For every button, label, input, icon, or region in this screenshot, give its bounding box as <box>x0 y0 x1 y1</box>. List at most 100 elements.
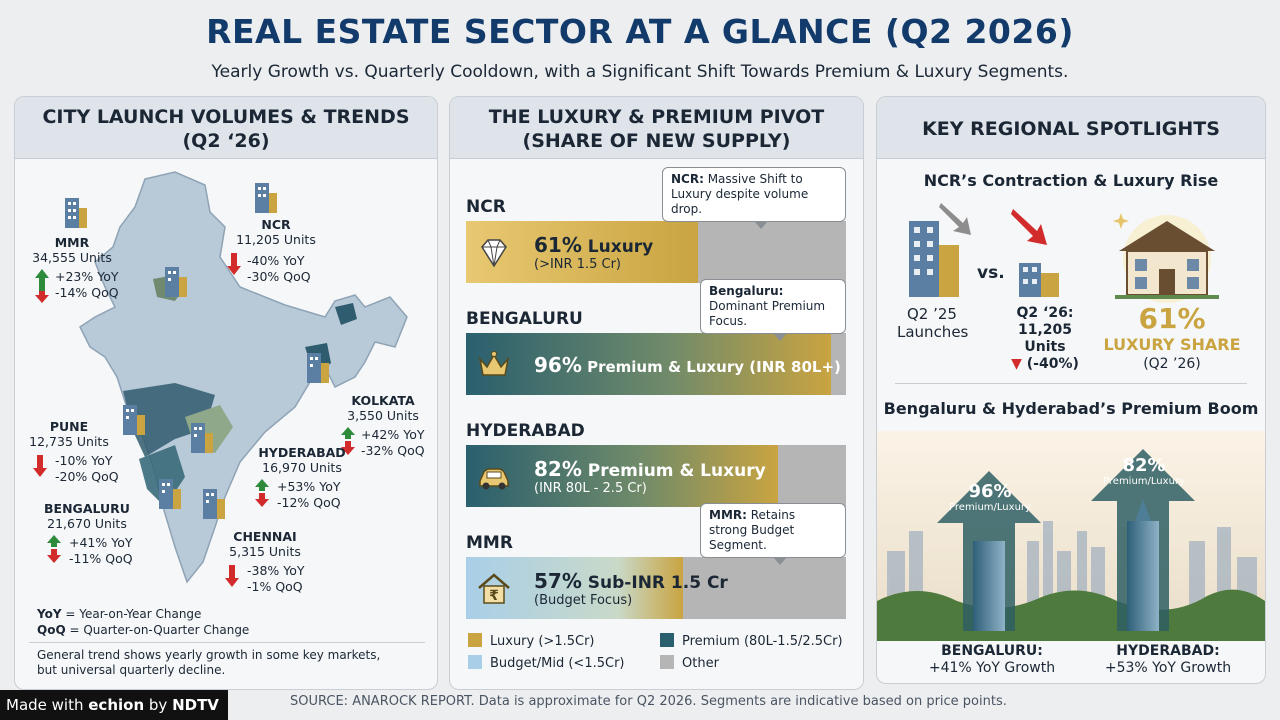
legend-yoy: YoY = Year-on-Year Change <box>37 607 202 621</box>
city-yoy: +42% YoY <box>361 427 425 442</box>
bar-hyderabad: 82% Premium & Luxury (INR 80L - 2.5 Cr) <box>466 445 846 507</box>
arrow-down-right-red-icon <box>1011 209 1047 245</box>
legend-label: Other <box>682 656 719 671</box>
ncr-spotlight-heading: NCR’s Contraction & Luxury Rise <box>923 171 1219 190</box>
legend-swatch <box>660 655 674 669</box>
arrow-down-icon <box>35 291 49 303</box>
bar-headline: 96% Premium & Luxury (INR 80L+) <box>534 353 841 377</box>
label-line: Q2 ’25 <box>907 305 957 323</box>
premium-boom-heading: Bengaluru & Hyderabad’s Premium Boom <box>883 399 1259 418</box>
legend-label: Budget/Mid (<1.5Cr) <box>490 656 625 671</box>
bar-detail: (Budget Focus) <box>534 593 633 608</box>
callout-mmr: MMR: Retains strong Budget Segment. <box>700 503 846 565</box>
arrow-up-icon <box>255 479 269 491</box>
bar-detail: (>INR 1.5 Cr) <box>534 257 621 272</box>
luxury-pivot-panel: THE LUXURY & PREMIUM PIVOT (SHARE OF NEW… <box>449 96 864 690</box>
arrow-down-icon <box>47 549 61 563</box>
bar-mmr: ₹57% Sub-INR 1.5 Cr (Budget Focus) <box>466 557 846 619</box>
bar-headline: 82% Premium & Luxury <box>534 457 766 481</box>
city-mmr: MMR 34,555 Units <box>27 235 117 265</box>
car-icon <box>476 459 512 495</box>
city-pune: PUNE 12,735 Units <box>19 419 119 449</box>
regional-spotlights-panel: KEY REGIONAL SPOTLIGHTS NCR’s Contractio… <box>876 96 1266 684</box>
hyd-arrow-text: 82% Premium/Luxury <box>1093 455 1195 487</box>
city-yoy: -10% YoY <box>55 453 113 468</box>
arrow-down-icon <box>225 565 239 587</box>
bar-detail: (INR 80L - 2.5 Cr) <box>534 481 647 496</box>
city-qoq: -11% QoQ <box>69 551 133 566</box>
legend-premium: Premium (80L-1.5/2.5Cr) <box>660 633 843 649</box>
page-title: REAL ESTATE SECTOR AT A GLANCE (Q2 2026) <box>206 12 1074 51</box>
q225-building-icon <box>909 221 959 297</box>
city-ncr: NCR 11,205 Units <box>221 217 331 247</box>
city-yoy: +53% YoY <box>277 479 341 494</box>
q226-building-icon <box>1019 263 1059 297</box>
brand-echion: echion <box>88 696 145 714</box>
luxury-share-block: 61% LUXURY SHARE (Q2 ’26) <box>1097 303 1247 373</box>
blr-caption: BENGALURU: +41% YoY Growth <box>917 643 1067 677</box>
mmr-building-icon <box>65 198 87 228</box>
city-yoy: -38% YoY <box>247 563 305 578</box>
chennai-map-building-icon <box>203 489 225 519</box>
caption-line: BENGALURU: <box>941 643 1043 659</box>
kolkata-map-building-icon <box>307 353 329 383</box>
arrow-down-right-gray-icon <box>939 203 971 235</box>
bar-label-hyderabad: HYDERABAD <box>466 421 585 441</box>
panel-title-line2: (Q2 ‘26) <box>182 130 270 152</box>
bar-fill-premium <box>466 333 831 395</box>
divider <box>895 383 1247 384</box>
legend-swatch <box>468 633 482 647</box>
bar-bengaluru: 96% Premium & Luxury (INR 80L+) <box>466 333 846 395</box>
city-qoq: -14% QoQ <box>55 285 119 300</box>
caption-line: +53% YoY Growth <box>1104 660 1232 676</box>
arrow-down-icon <box>227 253 241 275</box>
bar-label-mmr: MMR <box>466 533 513 553</box>
legend-other: Other <box>660 655 719 671</box>
city-chennai: CHENNAI 5,315 Units <box>215 529 315 559</box>
bar-value-label: 96% <box>534 353 582 377</box>
city-yoy: +41% YoY <box>69 535 133 550</box>
note-line: but universal quarterly decline. <box>37 663 226 677</box>
ncr-map-building-icon <box>165 267 187 297</box>
panel-title-line1: CITY LAUNCH VOLUMES & TRENDS <box>42 106 410 128</box>
luxury-share-label: LUXURY SHARE <box>1103 335 1241 354</box>
legend-luxury: Luxury (>1.5Cr) <box>468 633 595 649</box>
bar-label-bengaluru: BENGALURU <box>466 309 583 329</box>
page-subtitle: Yearly Growth vs. Quarterly Cooldown, wi… <box>211 62 1069 82</box>
crown-icon <box>476 347 512 383</box>
mmr-map-building-icon <box>123 405 145 435</box>
bar-value-label: 82% <box>534 457 582 481</box>
arrow-down-icon <box>255 493 269 507</box>
city-qoq: -32% QoQ <box>361 443 425 458</box>
hyderabad-map-building-icon <box>191 423 213 453</box>
arrow-down-icon <box>33 455 47 477</box>
hyd-caption: HYDERABAD: +53% YoY Growth <box>1083 643 1253 677</box>
legend-label: Luxury (>1.5Cr) <box>490 634 595 649</box>
city-units: 11,205 Units <box>236 232 316 247</box>
label-line: Launches <box>897 323 969 341</box>
city-qoq: -30% QoQ <box>247 269 311 284</box>
hyd-arrow-label: Premium/Luxury <box>1103 476 1185 487</box>
legend-qoq: QoQ = Quarter-on-Quarter Change <box>37 623 250 637</box>
ncr-building-icon <box>255 183 277 213</box>
arrow-up-icon <box>35 269 49 291</box>
arrow-down-icon <box>341 441 355 455</box>
region-northeast <box>335 303 357 325</box>
callout-bengaluru: Bengaluru: Dominant Premium Focus. <box>700 279 846 341</box>
city-units: 12,735 Units <box>29 434 109 449</box>
blr-arrow-label: Premium/Luxury <box>949 502 1031 513</box>
svg-text:₹: ₹ <box>489 588 499 604</box>
arrow-down-small-icon: ▼ <box>1011 356 1022 372</box>
city-launch-panel-title: CITY LAUNCH VOLUMES & TRENDS (Q2 ‘26) <box>15 97 437 159</box>
house-rupee-icon: ₹ <box>476 571 512 607</box>
city-units: 5,315 Units <box>229 544 301 559</box>
city-name: NCR <box>261 217 291 232</box>
city-launch-panel: CITY LAUNCH VOLUMES & TRENDS (Q2 ‘26) MM… <box>14 96 438 690</box>
bar-fill-premium <box>466 445 778 507</box>
city-units: 34,555 Units <box>32 250 112 265</box>
city-name: KOLKATA <box>351 393 415 408</box>
city-yoy: +23% YoY <box>55 269 119 284</box>
q226-label: Q2 ‘26: 11,205 Units ▼ (-40%) <box>995 305 1095 373</box>
city-name: BENGALURU <box>44 501 130 516</box>
divider <box>29 642 425 643</box>
